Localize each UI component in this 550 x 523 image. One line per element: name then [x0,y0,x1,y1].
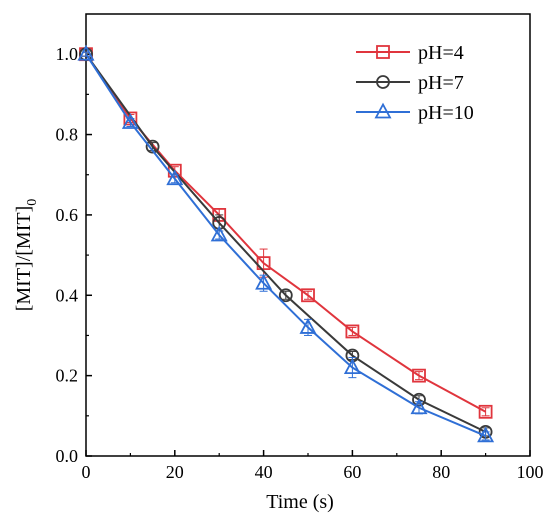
y-axis-title-main: [MIT]/[MIT] [13,206,35,312]
x-tick-label: 20 [166,462,184,482]
y-tick-label: 0.6 [56,205,79,225]
legend-marker [374,102,392,119]
data-point [77,44,95,61]
legend-entry: pH=7 [356,72,464,94]
data-point [477,426,495,443]
legend-marker [376,75,390,89]
data-point [299,318,317,334]
data-point [255,273,273,290]
data-point [278,288,293,303]
data-point [256,256,271,271]
data-point [301,288,315,303]
data-point [145,139,160,154]
x-tick-label: 40 [255,462,273,482]
y-tick-label: 0.8 [56,125,79,145]
legend-marker [376,45,390,59]
y-tick-label: 1.0 [56,44,79,64]
y-tick-label: 0.4 [56,285,79,305]
data-point [478,404,493,419]
legend-entry: pH=10 [356,102,474,124]
data-point [343,358,361,375]
data-point [121,113,139,129]
legend-entry: pH=4 [356,42,464,64]
y-tick-label: 0.2 [56,366,79,386]
data-point [166,169,184,186]
legend-label: pH=7 [418,72,464,94]
data-point [410,398,428,415]
legend-label: pH=4 [418,42,464,64]
axes: 0 20 40 60 80 100 0.0 0.2 0.4 0.6 0.8 1.0 [56,13,544,482]
data-point [345,324,360,339]
x-tick-label: 100 [517,462,544,482]
data-point [210,225,228,242]
x-tick-label: 0 [82,462,91,482]
x-tick-label: 60 [343,462,361,482]
series-layer [77,44,495,443]
legend: pH=4 pH=7 pH=10 [356,42,474,124]
y-tick-label: 0.0 [56,446,79,466]
series-2 [77,44,495,443]
y-axis-title: [MIT]/[MIT]0 [13,199,40,312]
y-axis-title-subscript: 0 [25,199,40,206]
x-axis-title: Time (s) [266,491,334,513]
data-point [412,368,426,383]
x-tick-label: 80 [432,462,450,482]
legend-label: pH=10 [418,102,474,124]
